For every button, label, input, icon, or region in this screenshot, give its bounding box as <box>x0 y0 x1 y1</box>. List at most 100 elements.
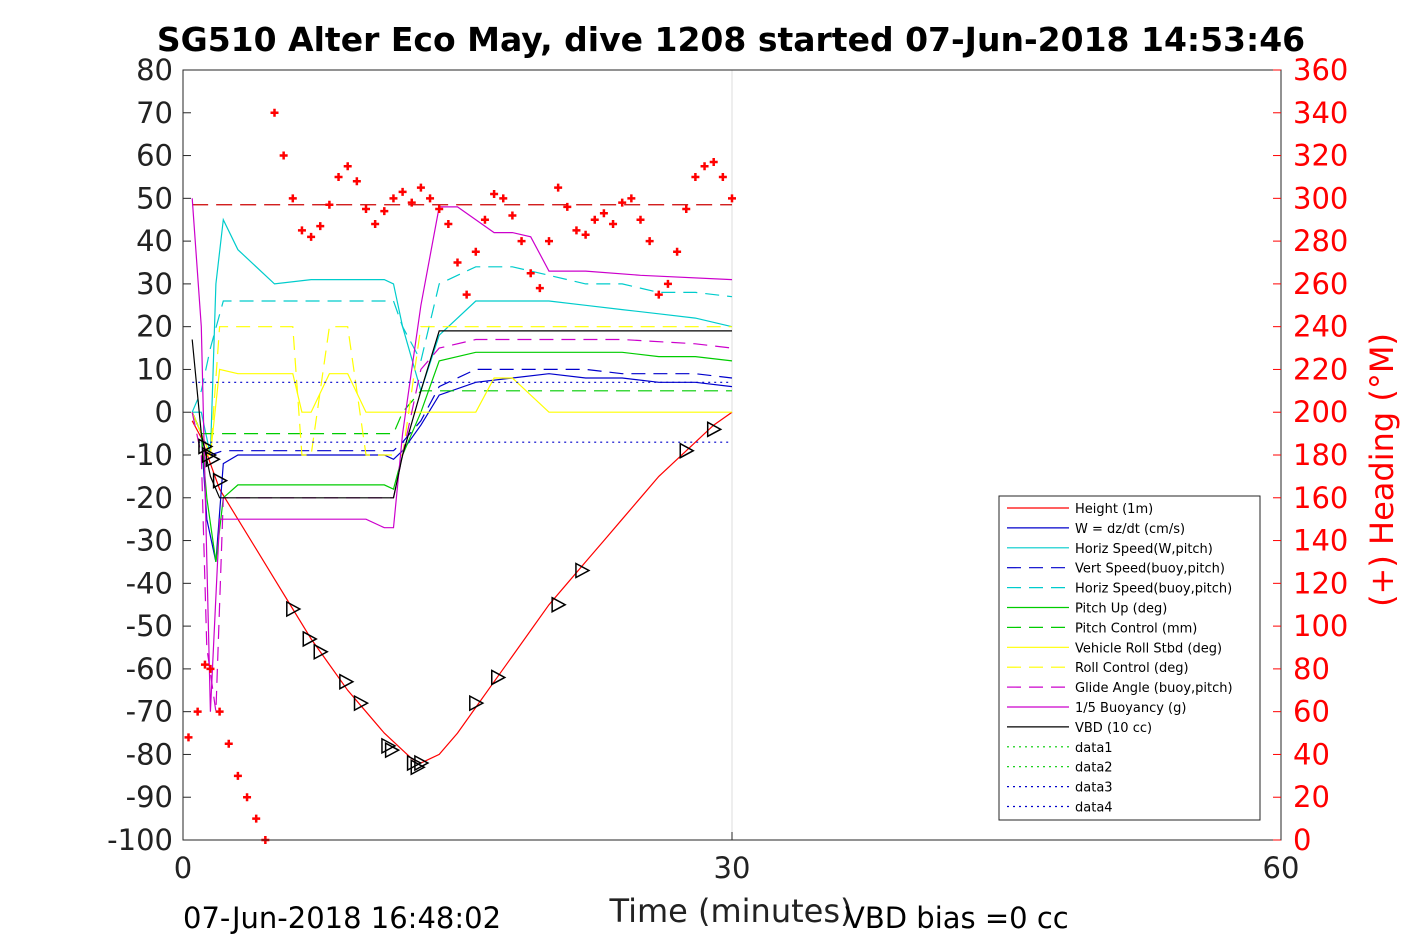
legend-label-9: Glide Angle (buoy,pitch) <box>1075 681 1233 696</box>
heading-marker <box>700 162 709 171</box>
axes: 80706050403020100-10-20-30-40-50-60-70-8… <box>107 53 1348 885</box>
right-tick-label: 280 <box>1293 224 1348 258</box>
footer-timestamp: 07-Jun-2018 16:48:02 <box>183 901 501 935</box>
series-line-1 <box>191 373 733 563</box>
heading-marker <box>352 177 361 186</box>
depth-marker <box>313 643 329 661</box>
heading-marker <box>243 793 252 802</box>
heading-marker <box>535 284 544 293</box>
right-tick-label: 360 <box>1293 53 1348 87</box>
depth-marker <box>353 694 370 712</box>
heading-marker <box>563 202 572 211</box>
heading-marker <box>462 290 471 299</box>
right-tick-label: 200 <box>1293 395 1348 429</box>
heading-marker <box>343 162 352 171</box>
left-tick-label: -50 <box>126 609 173 643</box>
x-axis-label: Time (minutes) <box>609 892 853 930</box>
heading-marker <box>426 194 435 203</box>
heading-marker <box>609 220 618 228</box>
heading-marker <box>572 226 581 235</box>
chart-title: SG510 Alter Eco May, dive 1208 started 0… <box>157 20 1305 59</box>
depth-marker <box>551 596 567 613</box>
heading-marker <box>184 733 193 742</box>
depth-marker <box>414 754 430 772</box>
right-tick-label: 60 <box>1293 695 1330 729</box>
legend-label-11: VBD (10 cc) <box>1075 721 1152 736</box>
depth-marker <box>302 630 318 648</box>
depth-marker <box>469 694 485 712</box>
heading-marker <box>444 220 453 228</box>
right-tick-label: 240 <box>1293 310 1348 344</box>
heading-marker <box>380 207 389 216</box>
heading-marker <box>471 247 480 256</box>
x-tick-label: 30 <box>714 851 751 885</box>
left-tick-label: -40 <box>126 566 173 600</box>
left-tick-label: -80 <box>126 737 173 771</box>
legend-label-0: Height (1m) <box>1075 502 1153 517</box>
heading-marker <box>453 258 462 267</box>
heading-marker <box>581 230 590 239</box>
heading-marker <box>709 157 718 166</box>
heading-marker <box>490 190 499 199</box>
left-tick-label: 40 <box>136 224 173 258</box>
x-tick-label: 60 <box>1263 851 1300 885</box>
heading-marker <box>618 198 627 207</box>
heading-marker <box>252 814 261 823</box>
heading-marker <box>334 172 343 181</box>
heading-marker <box>627 194 636 203</box>
left-tick-label: -30 <box>126 524 173 558</box>
x-tick-label: 0 <box>174 851 192 885</box>
depth-marker <box>679 442 695 459</box>
right-tick-label: 100 <box>1293 609 1348 643</box>
depth-marker <box>381 737 397 755</box>
heading-marker <box>545 237 553 246</box>
heading-marker <box>398 187 407 196</box>
right-tick-label: 80 <box>1293 652 1330 686</box>
heading-marker <box>224 739 233 748</box>
left-tick-label: 30 <box>136 267 173 301</box>
legend-box <box>998 495 1261 821</box>
heading-marker <box>307 232 316 241</box>
right-axis-label: (+) Heading (°M) <box>1363 333 1401 607</box>
heading-marker <box>590 215 599 224</box>
heading-marker <box>416 183 425 192</box>
legend-label-6: Pitch Control (mm) <box>1075 621 1197 636</box>
right-tick-label: 320 <box>1293 139 1348 173</box>
left-tick-label: 80 <box>136 53 173 87</box>
left-tick-label: -20 <box>126 481 173 515</box>
heading-marker <box>215 707 224 716</box>
heading-marker <box>728 194 736 203</box>
depth-marker <box>205 451 221 468</box>
heading-marker <box>389 194 398 203</box>
right-tick-label: 220 <box>1293 352 1348 386</box>
right-tick-label: 160 <box>1293 481 1348 515</box>
heading-marker <box>193 707 202 716</box>
series-line-6 <box>191 390 732 435</box>
footer-vbd-bias: VBD bias =0 cc <box>845 901 1069 935</box>
heading-marker <box>526 269 535 278</box>
series-line-7 <box>191 368 732 458</box>
legend-label-3: Vert Speed(buoy,pitch) <box>1075 562 1225 577</box>
legend-label-13: data2 <box>1075 761 1113 776</box>
left-tick-label: -90 <box>126 780 173 814</box>
depth-marker <box>575 562 591 579</box>
heading-marker <box>663 279 672 288</box>
depth-marker <box>212 472 229 489</box>
left-tick-label: 20 <box>136 310 173 344</box>
heading-marker <box>682 205 691 214</box>
heading-marker <box>435 205 444 214</box>
depth-marker <box>339 673 355 690</box>
right-tick-label: 300 <box>1293 181 1348 215</box>
heading-marker <box>480 215 489 224</box>
left-tick-label: -100 <box>107 823 173 857</box>
legend-label-14: data3 <box>1075 781 1113 796</box>
depth-marker <box>406 754 423 772</box>
depth-marker <box>410 759 426 776</box>
legend-label-2: Horiz Speed(W,pitch) <box>1075 542 1213 557</box>
right-tick-label: 340 <box>1293 96 1348 130</box>
heading-marker <box>718 172 727 181</box>
heading-marker <box>407 198 416 207</box>
series-line-8 <box>191 326 732 456</box>
heading-marker <box>362 205 370 214</box>
left-tick-label: -60 <box>126 652 173 686</box>
